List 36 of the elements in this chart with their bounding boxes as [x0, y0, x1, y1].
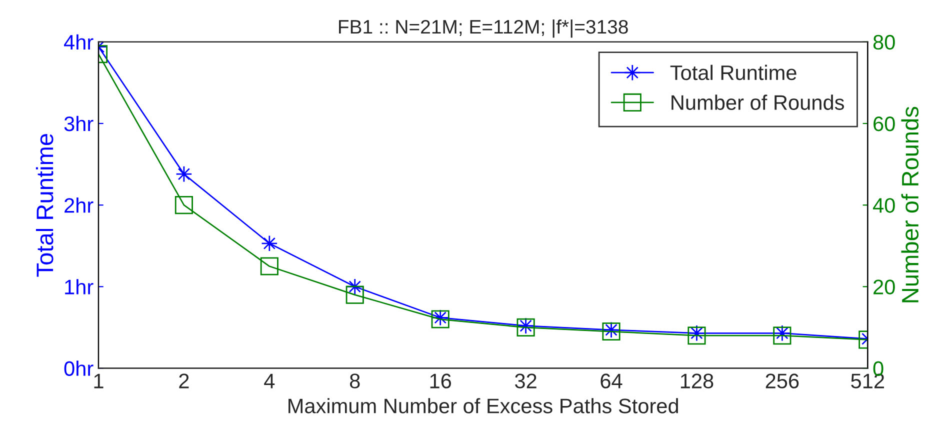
y2-tick-label: 0 [873, 361, 884, 376]
y2-tick-label: 20 [874, 280, 895, 294]
legend-label: Total Runtime [670, 64, 796, 80]
x-axis-title: Maximum Number of Excess Paths Stored [288, 398, 678, 414]
point [346, 278, 364, 295]
point [688, 324, 706, 342]
x-tick-label: 1 [94, 374, 104, 388]
x-tick-label: 16 [430, 374, 452, 388]
y-axis-title: Total Runtime [36, 134, 54, 277]
y-tick-label: 3hr [64, 116, 94, 132]
x-tick-label: 64 [600, 374, 622, 388]
x-tick-label: 4 [264, 374, 275, 388]
x-tick-label: 512 [851, 374, 884, 388]
y-tick-label: 0hr [64, 360, 94, 376]
chart-title: FB1 :: N=21M; E=112M; |f*|=3138 [339, 19, 628, 38]
x-tick-label: 8 [350, 374, 360, 388]
point [774, 324, 791, 342]
point [260, 257, 278, 276]
y2-tick-label: 40 [872, 198, 895, 213]
y2-tick-label: 60 [874, 116, 895, 132]
y-tick-label: 1hr [65, 279, 94, 294]
legend-label: Number of Rounds [672, 94, 844, 110]
point [176, 166, 192, 182]
x-tick-label: 32 [515, 374, 536, 388]
point [688, 326, 706, 345]
x-tick-label: 256 [766, 374, 799, 388]
y2-axis-title: Number of Rounds [901, 106, 919, 302]
point [773, 326, 792, 345]
y2-tick-label: 80 [873, 34, 895, 50]
x-tick-label: 2 [179, 374, 189, 388]
point [346, 286, 364, 304]
y-tick-label: 4hr [64, 34, 94, 50]
point [174, 196, 193, 214]
point [261, 235, 278, 252]
x-tick-label: 128 [680, 374, 714, 388]
y-tick-label: 2hr [64, 198, 94, 213]
